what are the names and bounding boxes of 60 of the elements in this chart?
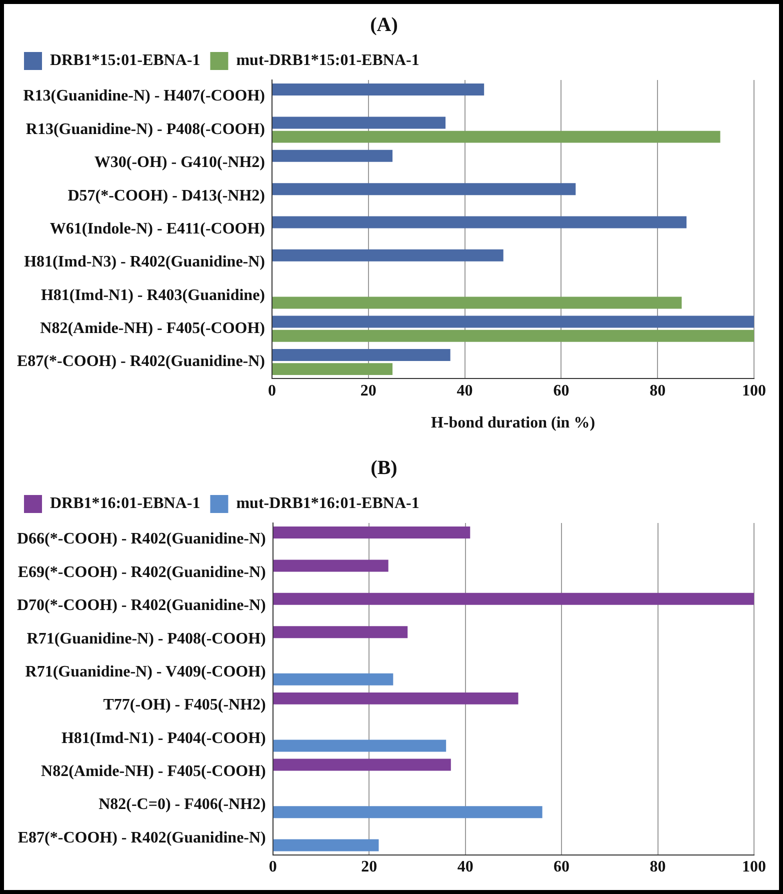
x-tick-label: 20 bbox=[360, 382, 376, 400]
legend-label: DRB1*16:01-EBNA-1 bbox=[50, 495, 200, 512]
bar bbox=[273, 839, 379, 852]
x-tick-label: 100 bbox=[742, 858, 766, 876]
y-tick-label: W30(-OH) - G410(-NH2) bbox=[94, 154, 265, 172]
y-tick-label: E69(*-COOH) - R402(Guanidine-N) bbox=[18, 564, 266, 581]
y-tick-label: R71(Guanidine-N) - P408(-COOH) bbox=[26, 630, 266, 648]
bar bbox=[272, 296, 682, 309]
y-tick-label: R13(Guanidine-N) - P408(-COOH) bbox=[26, 120, 265, 138]
bar bbox=[273, 758, 451, 771]
x-tick-label: 80 bbox=[650, 382, 666, 400]
y-tick-label: R13(Guanidine-N) - H407(-COOH) bbox=[23, 88, 265, 105]
chart-title: (B) bbox=[370, 457, 398, 480]
x-tick-label: 0 bbox=[268, 858, 277, 876]
bar bbox=[272, 116, 446, 129]
bar bbox=[273, 626, 408, 638]
y-tick-label: W61(Indole-N) - E411(-COOH) bbox=[50, 220, 265, 238]
bar bbox=[273, 806, 542, 818]
y-tick-label: N82(Amide-NH) - F405(-COOH) bbox=[40, 320, 265, 337]
y-tick-label: H81(Imd-N1) - P404(-COOH) bbox=[61, 730, 266, 747]
x-tick-label: 40 bbox=[456, 382, 473, 400]
x-tick-label: 60 bbox=[554, 858, 570, 876]
y-tick-label: N82(Amide-NH) - F405(-COOH) bbox=[41, 762, 266, 780]
bar bbox=[272, 249, 504, 262]
bar bbox=[272, 316, 754, 328]
y-tick-label: N82(-C=0) - F406(-NH2) bbox=[98, 796, 266, 814]
x-tick-label: 100 bbox=[742, 382, 766, 400]
bar bbox=[272, 216, 687, 228]
bar bbox=[272, 183, 576, 196]
bar bbox=[273, 526, 470, 539]
x-tick-label: 80 bbox=[650, 858, 666, 876]
bar bbox=[273, 673, 394, 686]
y-tick-label: R71(Guanidine-N) - V409(-COOH) bbox=[25, 663, 266, 680]
chart-title: (A) bbox=[370, 14, 398, 36]
bar bbox=[273, 560, 388, 572]
bar bbox=[272, 150, 392, 162]
bar bbox=[272, 130, 720, 143]
x-tick-label: 60 bbox=[553, 382, 570, 400]
y-tick-label: T77(-OH) - F405(-NH2) bbox=[103, 696, 266, 714]
y-tick-label: D66(*-COOH) - R402(Guanidine-N) bbox=[16, 530, 266, 548]
y-tick-label: H81(Imd-N3) - R402(Guanidine-N) bbox=[24, 254, 265, 271]
legend-label: DRB1*15:01-EBNA-1 bbox=[50, 52, 200, 70]
x-tick-label: 20 bbox=[361, 858, 378, 876]
legend-label: mut-DRB1*16:01-EBNA-1 bbox=[236, 495, 420, 512]
legend-label: mut-DRB1*15:01-EBNA-1 bbox=[236, 52, 420, 70]
y-tick-label: D57(*-COOH) - D413(-NH2) bbox=[68, 187, 265, 204]
bar bbox=[272, 84, 484, 96]
x-axis-title: H-bond duration (in %) bbox=[430, 414, 596, 432]
bar bbox=[273, 592, 754, 605]
bar bbox=[273, 692, 518, 704]
bar bbox=[272, 363, 392, 376]
x-tick-label: 0 bbox=[268, 382, 276, 400]
bar bbox=[272, 330, 754, 342]
bar bbox=[273, 740, 446, 752]
bar bbox=[272, 348, 450, 361]
x-tick-label: 40 bbox=[457, 858, 474, 876]
y-tick-label: E87(*-COOH) - R402(Guanidine-N) bbox=[17, 353, 265, 370]
y-tick-label: E87(*-COOH) - R402(Guanidine-N) bbox=[18, 829, 266, 846]
y-tick-label: H81(Imd-N1) - R403(Guanidine) bbox=[40, 286, 265, 304]
y-tick-label: D70(*-COOH) - R402(Guanidine-N) bbox=[16, 597, 266, 614]
